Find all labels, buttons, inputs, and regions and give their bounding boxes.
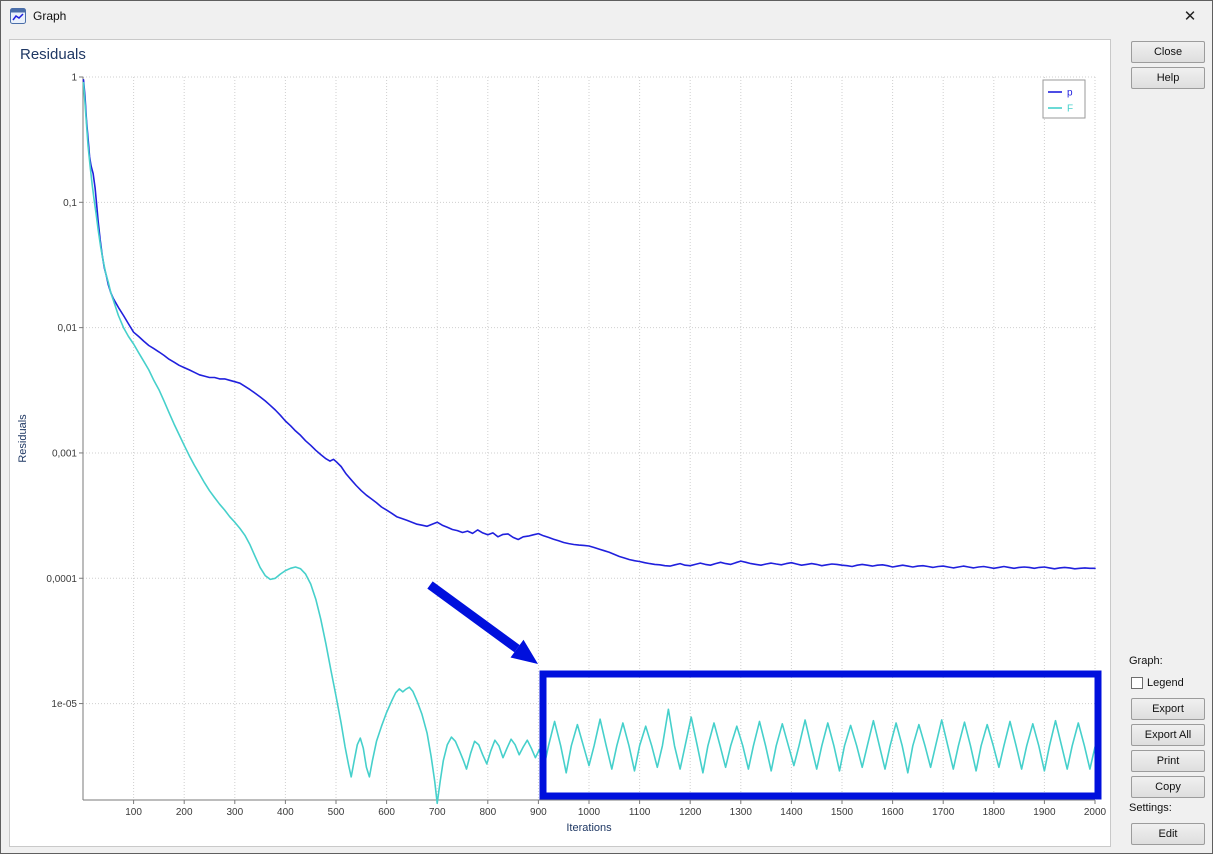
x-tick-label: 2000 — [1084, 807, 1107, 818]
chart-panel: Residuals 100 200 300 400 500 600 700 800 900 100… — [9, 39, 1111, 847]
x-tick-label: 1500 — [831, 807, 854, 818]
legend-checkbox[interactable] — [1131, 677, 1143, 689]
x-tick-label: 700 — [429, 807, 446, 818]
legend-label-F: F — [1067, 104, 1073, 115]
chart-legend — [1042, 79, 1086, 119]
x-tick-label: 1600 — [881, 807, 904, 818]
print-button[interactable]: Print — [1131, 750, 1205, 772]
annotation-arrow-shaft — [427, 581, 520, 653]
annotation-arrow-head-icon — [510, 639, 538, 664]
x-tick-label: 500 — [328, 807, 345, 818]
chart-title: Residuals — [20, 46, 86, 63]
y-tick-label: 0,001 — [52, 448, 77, 459]
y-axis-title: Residuals — [17, 414, 29, 463]
x-tick-label: 1000 — [578, 807, 601, 818]
y-tick-label: 0,0001 — [46, 574, 77, 585]
export-button[interactable]: Export — [1131, 698, 1205, 720]
edit-button[interactable]: Edit — [1131, 823, 1205, 845]
x-tick-label: 900 — [530, 807, 547, 818]
x-tick-label: 1700 — [932, 807, 955, 818]
x-tick-label: 100 — [125, 807, 142, 818]
residuals-chart: 100 200 300 400 500 600 700 800 900 1000 1100 1200 1… — [17, 73, 1107, 835]
x-tick-label: 1200 — [679, 807, 702, 818]
copy-button[interactable]: Copy — [1131, 776, 1205, 798]
x-axis-title: Iterations — [566, 822, 612, 834]
x-tick-label: 1100 — [629, 807, 651, 818]
y-tick-label: 0,01 — [58, 323, 78, 334]
series-line-F — [82, 81, 1096, 805]
x-tick-label: 1400 — [780, 807, 803, 818]
x-tick-label: 1800 — [983, 807, 1006, 818]
x-tick-label: 600 — [378, 807, 395, 818]
legend-checkbox-label: Legend — [1147, 677, 1184, 689]
x-tick-label: 300 — [226, 807, 243, 818]
graph-section-label: Graph: — [1129, 655, 1163, 667]
window-title: Graph — [33, 9, 67, 23]
x-tick-label: 200 — [176, 807, 193, 818]
highlight-rectangle — [539, 670, 1102, 800]
y-tick-label: 1e-05 — [51, 699, 77, 710]
legend-checkbox-row[interactable]: Legend — [1131, 677, 1184, 689]
x-tick-label: 1900 — [1033, 807, 1056, 818]
x-tick-label: 400 — [277, 807, 294, 818]
y-tick-label: 0,1 — [63, 198, 77, 209]
window-titlebar[interactable]: Graph — [1, 1, 1212, 31]
export-all-button[interactable]: Export All — [1131, 724, 1205, 746]
x-tick-label: 1300 — [730, 807, 753, 818]
settings-section-label: Settings: — [1129, 802, 1172, 814]
close-button[interactable]: Close — [1131, 41, 1205, 63]
x-tick-label: 800 — [479, 807, 496, 818]
help-button[interactable]: Help — [1131, 67, 1205, 89]
series-line-p — [82, 78, 1096, 570]
window-close-icon[interactable]: ✕ — [1183, 8, 1197, 25]
app-icon — [10, 8, 26, 24]
y-tick-label: 1 — [71, 73, 77, 84]
legend-label-p: p — [1067, 88, 1073, 99]
